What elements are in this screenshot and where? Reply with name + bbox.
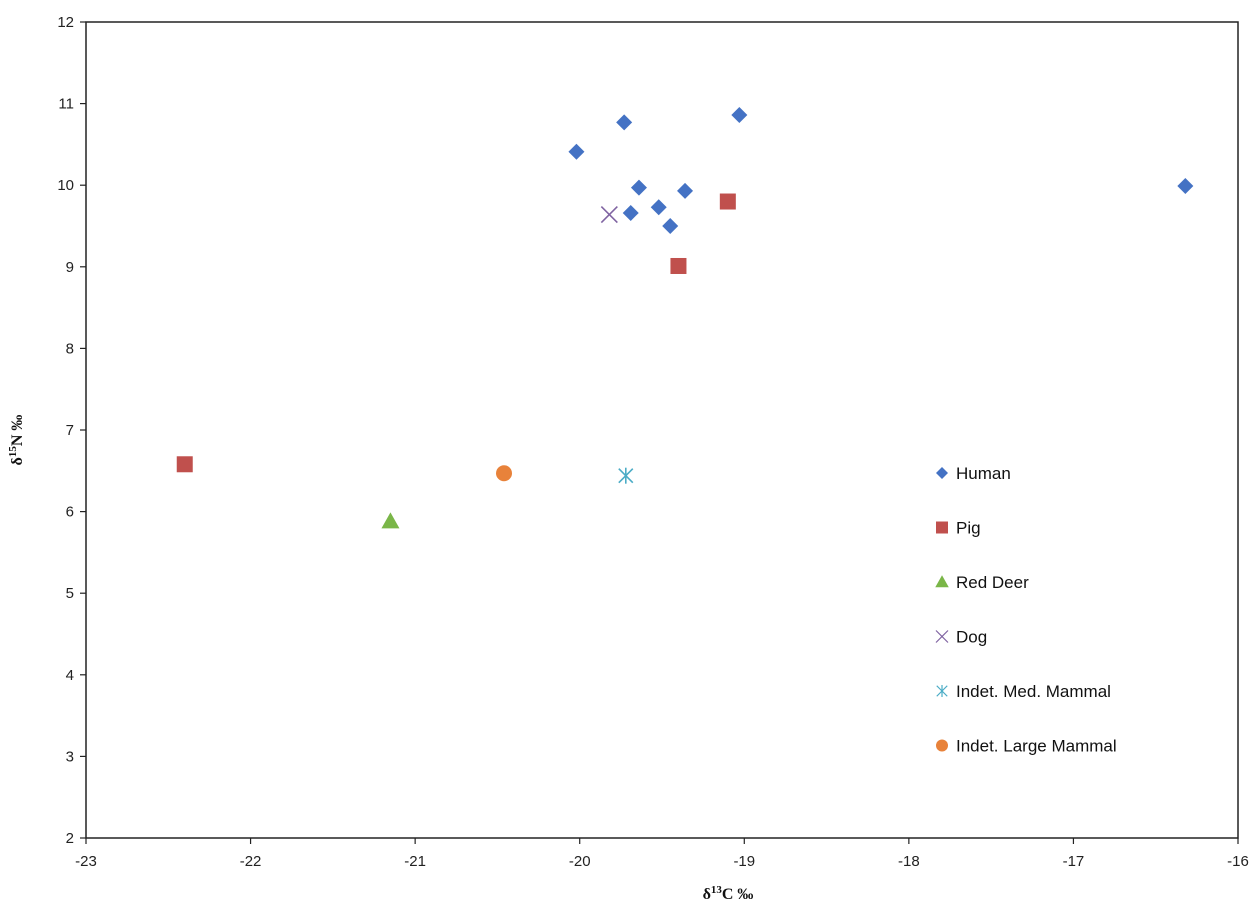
- legend-label: Pig: [956, 519, 981, 538]
- x-tick-label: -21: [404, 853, 426, 870]
- y-tick-label: 9: [66, 259, 74, 276]
- legend: Human Pig Red Deer Dog Indet. Med. Mammal Ind…: [935, 464, 1117, 756]
- point-indet-med-mammal: [618, 467, 634, 484]
- x-axis-title: δ13C ‰: [703, 884, 754, 899]
- y-tick-label: 3: [66, 748, 74, 765]
- legend-marker-triangle: [935, 575, 949, 588]
- plot-frame: [85, 21, 1239, 839]
- y-tick-label: 6: [66, 504, 74, 521]
- legend-item-indet-med-mammal: Indet. Med. Mammal: [936, 682, 1111, 701]
- y-tick-label: 7: [66, 422, 74, 439]
- point-pig: [176, 456, 193, 473]
- plot-area: [85, 21, 1239, 839]
- point-pig: [670, 257, 687, 274]
- y-tick-label: 4: [66, 667, 74, 684]
- point-dog: [600, 206, 618, 224]
- y-tick-label: 10: [57, 177, 74, 194]
- legend-label: Indet. Med. Mammal: [956, 682, 1111, 701]
- legend-marker: [936, 467, 948, 479]
- y-tick-label: 8: [66, 340, 74, 357]
- x-tick-label: -18: [898, 853, 920, 870]
- legend-marker-circle: [936, 739, 948, 752]
- point-pig: [719, 193, 736, 210]
- y-tick-label: 2: [66, 830, 74, 847]
- legend-marker-square: [936, 521, 948, 534]
- legend-marker-diamond: [936, 467, 948, 479]
- x-tick-label: -23: [75, 853, 97, 870]
- point-human: [568, 143, 585, 160]
- point-human: [650, 199, 667, 216]
- legend-item-human: Human: [936, 464, 1011, 483]
- data-points: [176, 107, 1194, 529]
- x-tick-label: -19: [733, 853, 755, 870]
- y-axis-title: δ15N ‰: [7, 415, 26, 466]
- y-tick-label: 11: [58, 96, 74, 113]
- point-human: [1177, 178, 1194, 195]
- x-tick-label: -17: [1063, 853, 1085, 870]
- y-tick-label: 12: [57, 14, 74, 31]
- point-human: [662, 218, 679, 234]
- legend-marker-star: [936, 685, 948, 697]
- point-red-deer: [381, 512, 400, 529]
- legend-marker: [936, 739, 948, 752]
- point-human: [622, 204, 639, 221]
- point-human: [630, 179, 647, 196]
- legend-item-pig: Pig: [936, 519, 981, 538]
- x-tick-label: -16: [1227, 853, 1249, 870]
- legend-marker: [936, 521, 948, 534]
- legend-label: Dog: [956, 628, 987, 647]
- x-tick-label: -22: [240, 853, 262, 870]
- point-human: [677, 182, 694, 199]
- legend-label: Human: [956, 464, 1011, 483]
- point-human: [731, 107, 748, 124]
- point-human: [616, 114, 633, 131]
- legend-label: Red Deer: [956, 573, 1029, 592]
- legend-marker: [935, 575, 949, 588]
- legend-marker: [936, 685, 948, 697]
- legend-item-dog: Dog: [935, 628, 987, 647]
- legend-marker: [935, 630, 949, 643]
- legend-item-red-deer: Red Deer: [935, 573, 1029, 592]
- x-tick-label: -20: [569, 853, 591, 870]
- y-tick-label: 5: [66, 585, 74, 602]
- axis-ticks: -23 -22 -21 -20 -19 -18 -17 -16 2 3 4 5 6 7 8 9 10 11 12: [57, 14, 1249, 870]
- point-indet-large-mammal: [496, 465, 513, 482]
- legend-marker-x: [935, 630, 949, 643]
- legend-label: Indet. Large Mammal: [956, 737, 1117, 756]
- legend-item-indet-large-mammal: Indet. Large Mammal: [936, 737, 1117, 756]
